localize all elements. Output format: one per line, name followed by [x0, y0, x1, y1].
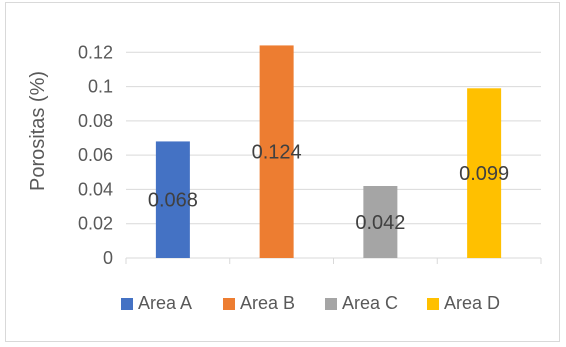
legend-swatch [427, 298, 439, 310]
legend-label: Area D [444, 293, 500, 313]
bar-area-d [467, 88, 502, 259]
legend-swatch [325, 298, 337, 310]
legend-label: Area B [240, 293, 295, 313]
y-tick-label: 0.06 [78, 145, 113, 165]
data-labels: 0.068 0.124 0.042 0.099 [148, 142, 509, 234]
bar-chart: 0 0.02 0.04 0.06 0.08 0.1 0.12 0.068 0.124 0.042… [27, 42, 542, 313]
data-label: 0.042 [355, 212, 405, 234]
legend-swatch [223, 298, 235, 310]
axes: 0 0.02 0.04 0.06 0.08 0.1 0.12 [78, 42, 542, 268]
y-tick-label: 0.1 [88, 77, 113, 97]
data-label: 0.068 [148, 190, 198, 212]
legend-swatch [121, 298, 133, 310]
bar-area-b [259, 45, 294, 258]
y-tick-label: 0.08 [78, 111, 113, 131]
legend-label: Area C [342, 293, 398, 313]
y-tick-label: 0 [103, 248, 113, 268]
bar-area-c [363, 186, 398, 258]
y-tick-label: 0.04 [78, 179, 113, 199]
legend: Area A Area B Area C Area D [121, 293, 500, 313]
bar-area-a [155, 141, 190, 258]
y-tick-label: 0.02 [78, 214, 113, 234]
legend-label: Area A [138, 293, 192, 313]
y-axis-title: Porositas (%) [27, 71, 49, 191]
y-tick-label: 0.12 [78, 42, 113, 62]
chart-frame: 0 0.02 0.04 0.06 0.08 0.1 0.12 0.068 0.124 0.042… [5, 2, 560, 342]
data-label: 0.099 [459, 163, 509, 185]
data-label: 0.124 [252, 142, 302, 164]
bars [155, 45, 502, 259]
